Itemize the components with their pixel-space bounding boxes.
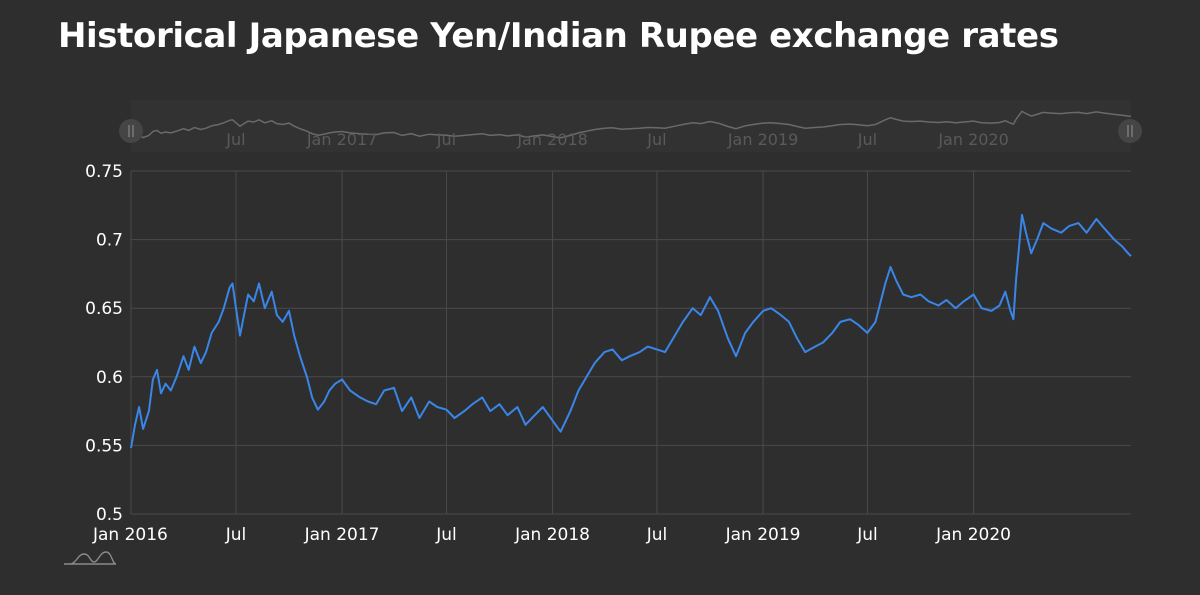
- x-tick-label: Jan 2017: [304, 525, 380, 545]
- navigator-right-handle[interactable]: [1118, 119, 1142, 143]
- x-tick-label: Jan 2019: [725, 525, 801, 545]
- x-tick-label: Jan 2020: [935, 525, 1011, 545]
- navigator-label: Jan 2017: [306, 130, 377, 149]
- navigator-labels: Jul Jan 2017 Jul Jan 2018 Jul Jan 2019 Jul Jan …: [225, 130, 1008, 149]
- y-tick-label: 0.75: [85, 162, 123, 182]
- x-axis-ticks: Jan 2016 Jul Jan 2017 Jul Jan 2018 Jul Jan 201…: [92, 525, 1011, 545]
- pause-handle-icon: [1118, 119, 1142, 143]
- navigator-label: Jul: [857, 130, 877, 149]
- x-tick-label: Jan 2016: [92, 525, 168, 545]
- x-tick-label: Jul: [856, 525, 878, 545]
- gridlines: [130, 170, 1131, 515]
- navigator-background: [131, 100, 1131, 152]
- navigator-label: Jul: [646, 130, 666, 149]
- y-tick-label: 0.5: [96, 505, 123, 525]
- x-tick-label: Jan 2018: [514, 525, 590, 545]
- y-tick-label: 0.55: [85, 436, 123, 456]
- navigator-label: Jan 2018: [516, 130, 587, 149]
- y-tick-label: 0.7: [96, 231, 123, 251]
- series-line[interactable]: [130, 213, 1132, 449]
- navigator-series-line: [130, 110, 1132, 141]
- navigator-left-handle[interactable]: [119, 119, 143, 143]
- navigator-label: Jan 2020: [937, 130, 1008, 149]
- x-tick-label: Jul: [225, 525, 247, 545]
- navigator-label: Jul: [436, 130, 456, 149]
- y-tick-label: 0.65: [85, 299, 123, 319]
- range-navigator[interactable]: Jul Jan 2017 Jul Jan 2018 Jul Jan 2019 Jul Jan …: [119, 100, 1142, 152]
- y-axis-ticks: 0.75 0.7 0.65 0.6 0.55 0.5: [85, 162, 123, 525]
- mountain-logo-icon: [64, 551, 117, 565]
- y-tick-label: 0.6: [96, 368, 123, 388]
- x-tick-label: Jul: [435, 525, 457, 545]
- pause-handle-icon: [119, 119, 143, 143]
- x-tick-label: Jul: [646, 525, 668, 545]
- navigator-label: Jul: [225, 130, 245, 149]
- chart-title: Historical Japanese Yen/Indian Rupee exc…: [58, 16, 1059, 56]
- navigator-label: Jan 2019: [727, 130, 798, 149]
